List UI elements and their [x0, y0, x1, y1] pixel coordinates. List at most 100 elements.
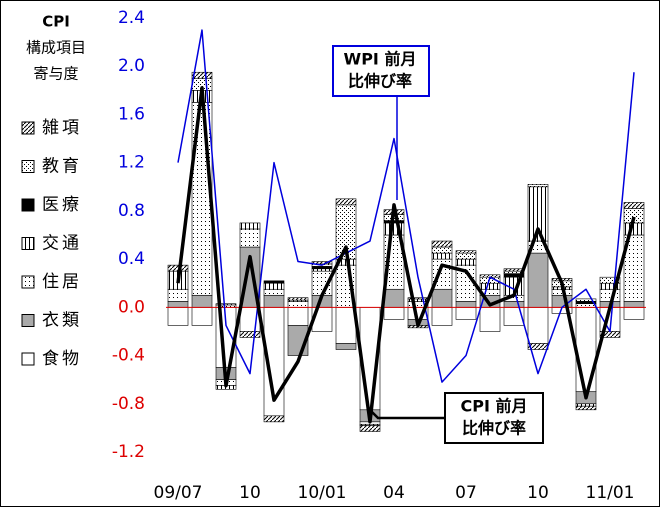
legend-swatch [21, 160, 35, 173]
bar-segment [431, 240, 453, 248]
bar-segment [167, 307, 189, 326]
bar-segment [311, 268, 333, 272]
bar-segment [383, 307, 405, 320]
y-tick-label: 2.0 [118, 56, 145, 76]
legend-label: 住居 [42, 272, 82, 292]
bar-segment [527, 252, 549, 308]
bar-segment [479, 282, 501, 290]
bar-segment [383, 288, 405, 308]
x-tick-label: 10 [239, 483, 261, 503]
bar-segment [599, 288, 621, 302]
bar-segment [263, 415, 285, 423]
axis-title: 構成項目 [26, 39, 86, 57]
bar-segment [623, 202, 645, 209]
leader [369, 409, 445, 420]
line-series [176, 86, 636, 424]
bar-segment [527, 184, 549, 188]
bar-segment [335, 343, 357, 350]
bar-segment [431, 288, 453, 308]
y-tick-label: -1.2 [112, 442, 145, 462]
bar-segment [335, 198, 357, 206]
bar-segment [263, 280, 285, 284]
bar-segment [575, 405, 597, 411]
legend-label: 医療 [42, 195, 82, 215]
legend-swatch [21, 121, 35, 135]
bar-segment [167, 301, 189, 308]
bar-segment [239, 222, 261, 230]
bar-segment [479, 307, 501, 332]
bar-segment [503, 301, 525, 308]
bar-segment [263, 294, 285, 308]
y-tick-label: 1.2 [118, 153, 145, 173]
bar-segment [215, 303, 237, 306]
bar-segment [287, 301, 309, 308]
bar-segment [263, 282, 285, 290]
annotation-text: 比伸び率 [348, 72, 412, 91]
x-tick-label: 04 [383, 483, 405, 503]
x-tick-label: 11/01 [586, 483, 635, 503]
annotation-box [332, 45, 430, 97]
bar-segment [575, 307, 597, 393]
legend-label: 雑項 [42, 118, 82, 138]
legend-label: 食物 [42, 349, 82, 369]
y-tick-label: 0.4 [118, 249, 145, 269]
bar-segment [287, 297, 309, 301]
bar-segment [263, 288, 285, 296]
bar-segment [527, 307, 549, 344]
bar-segment [191, 307, 213, 326]
x-tick-label: 10/01 [298, 483, 347, 503]
legend-swatch [21, 275, 35, 289]
y-tick-label: -0.8 [112, 394, 145, 414]
annotation-box [444, 392, 544, 444]
bar-segment [623, 307, 645, 320]
bar-segment [431, 252, 453, 260]
line-series [177, 29, 635, 383]
bar-segment [335, 307, 357, 344]
bar-segment [239, 331, 261, 338]
bar-segment [455, 301, 477, 308]
bar-segment [407, 298, 429, 302]
bar-segment [623, 301, 645, 308]
y-tick-label: 0.8 [118, 201, 145, 221]
bar-segment [239, 228, 261, 248]
annotation-text: 比伸び率 [462, 419, 526, 438]
bar-segment [575, 298, 597, 302]
bar-segment [575, 403, 597, 407]
y-tick-label: -0.4 [112, 346, 145, 366]
legend-swatch [21, 352, 35, 366]
y-tick-label: 2.4 [118, 8, 145, 28]
bar-segment [431, 246, 453, 254]
bar-segment [167, 288, 189, 302]
legend-label: 衣類 [42, 311, 82, 331]
legend-swatch [21, 314, 35, 327]
legend-label: 教育 [42, 157, 82, 177]
y-tick-label: 1.6 [118, 104, 145, 124]
bar-segment [383, 220, 405, 224]
axis-title: 寄与度 [33, 65, 78, 83]
bar-segment [455, 307, 477, 320]
annotation-text: CPI 前月 [461, 397, 528, 416]
axis-title: CPI [42, 13, 70, 31]
bar-segment [359, 425, 381, 432]
bar-segment [575, 303, 597, 308]
bar-segment [623, 222, 645, 236]
bar-segment [599, 276, 621, 284]
bar-segment [191, 294, 213, 308]
legend-swatch [21, 198, 35, 212]
bar-segment [287, 307, 309, 326]
y-tick-label: 0.0 [118, 297, 145, 317]
bar-segment [311, 266, 333, 270]
bar-segment [455, 250, 477, 254]
x-tick-label: 09/07 [154, 483, 203, 503]
annotation-text: WPI 前月 [344, 50, 417, 69]
legend-label: 交通 [42, 234, 82, 254]
legend-swatch [21, 237, 35, 250]
bar-segment [431, 307, 453, 326]
bar-segment [455, 258, 477, 266]
bar-segment [455, 252, 477, 260]
bar-segment [191, 71, 213, 79]
x-tick-label: 10 [527, 483, 549, 503]
x-tick-label: 07 [455, 483, 477, 503]
